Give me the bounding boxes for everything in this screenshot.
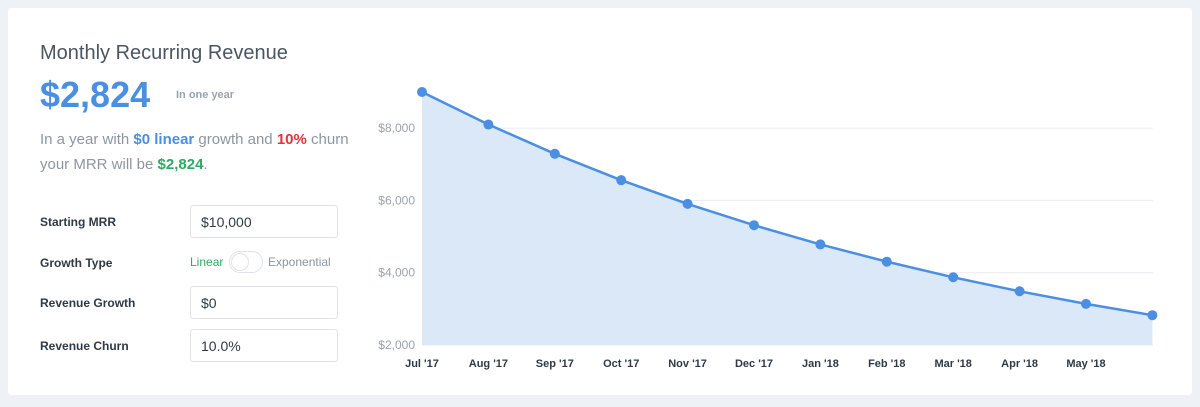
- card-title: Monthly Recurring Revenue: [40, 42, 288, 64]
- growth-type-label: Growth Type: [40, 256, 113, 270]
- x-tick-label: Sep '17: [536, 358, 574, 370]
- growth-type-toggle[interactable]: [229, 251, 263, 273]
- x-tick-label: Apr '18: [1001, 358, 1038, 370]
- toggle-knob[interactable]: [231, 253, 249, 271]
- data-point[interactable]: [1081, 298, 1091, 309]
- data-point[interactable]: [682, 198, 693, 209]
- summary-churn: 10%: [276, 131, 307, 148]
- summary-part: churn your MRR will be: [40, 131, 349, 173]
- growth-linear-label[interactable]: Linear: [190, 255, 224, 269]
- summary-part: .: [203, 156, 208, 173]
- data-point[interactable]: [616, 175, 627, 186]
- summary-growth: $0 linear: [133, 131, 195, 148]
- summary-part: In a year with: [40, 131, 134, 148]
- revenue-churn-input[interactable]: [190, 329, 338, 362]
- mrr-projected-caption: In one year: [176, 89, 235, 101]
- data-point[interactable]: [815, 239, 826, 250]
- data-point[interactable]: [1014, 286, 1025, 297]
- chart-area: [422, 92, 1153, 345]
- mrr-projected-value: $2,824: [40, 74, 151, 115]
- x-tick-label: Dec '17: [735, 358, 773, 370]
- x-tick-label: May '18: [1066, 358, 1105, 370]
- x-tick-label: Oct '17: [603, 358, 639, 370]
- revenue-growth-label: Revenue Growth: [40, 296, 136, 310]
- y-tick-label: $4,000: [378, 266, 415, 280]
- x-tick-label: Nov '17: [668, 358, 707, 370]
- x-tick-label: Aug '17: [469, 358, 508, 370]
- summary-result: $2,824: [157, 156, 204, 173]
- x-tick-label: Jan '18: [802, 358, 839, 370]
- starting-mrr-input[interactable]: [190, 205, 338, 238]
- y-tick-label: $8,000: [378, 121, 415, 135]
- mrr-chart: $2,000 $4,000 $6,000 $8,000 Jul '17 Aug '17 S…: [378, 87, 1158, 370]
- starting-mrr-label: Starting MRR: [40, 215, 116, 229]
- data-point[interactable]: [749, 220, 759, 231]
- mrr-card: Monthly Recurring Revenue $2,824 In one …: [8, 8, 1192, 395]
- data-point[interactable]: [483, 119, 494, 130]
- y-tick-label: $6,000: [378, 193, 415, 207]
- data-point[interactable]: [549, 148, 560, 159]
- data-point[interactable]: [948, 272, 959, 283]
- data-point[interactable]: [881, 256, 892, 267]
- x-tick-label: Feb '18: [868, 358, 905, 370]
- summary-text: In a year with $0 linear growth and 10% …: [40, 127, 360, 177]
- data-point[interactable]: [1147, 310, 1158, 321]
- revenue-churn-label: Revenue Churn: [40, 339, 129, 353]
- data-point[interactable]: [417, 87, 427, 97]
- summary-part: growth and: [194, 131, 277, 148]
- growth-exponential-label[interactable]: Exponential: [268, 255, 331, 269]
- revenue-growth-input[interactable]: [190, 286, 338, 319]
- y-tick-label: $2,000: [378, 338, 415, 352]
- x-tick-label: Jul '17: [405, 358, 439, 370]
- x-tick-label: Mar '18: [934, 358, 971, 370]
- chart-line: [421, 90, 1153, 317]
